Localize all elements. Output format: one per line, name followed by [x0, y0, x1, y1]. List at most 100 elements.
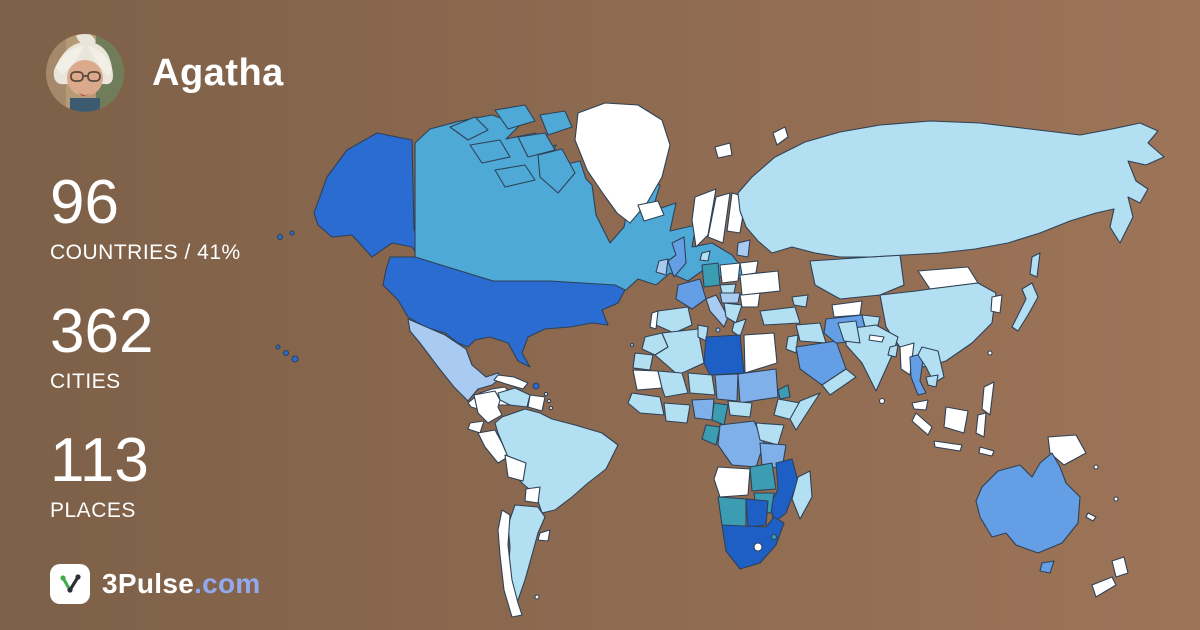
country-bolivia: [504, 454, 527, 482]
country-italy: [705, 294, 729, 328]
country-caribbean: [543, 391, 549, 397]
country-turkmen-uzbek: [831, 300, 863, 318]
country-caribbean: [546, 398, 552, 404]
country-taiwan: [987, 350, 993, 356]
country-shapes: [275, 102, 1165, 618]
country-denmark: [699, 250, 711, 262]
country-zambia: [749, 462, 777, 492]
country-pakistan: [837, 320, 861, 344]
country-caucasus: [791, 294, 809, 308]
country-somalia: [789, 392, 821, 431]
country-ecuador: [467, 420, 485, 434]
country-nigeria: [691, 398, 715, 421]
country-hispaniola: [532, 382, 540, 390]
country-cameroon: [711, 402, 729, 426]
country-arctic-islands: [517, 132, 556, 158]
country-ukraine: [739, 270, 781, 296]
country-france: [675, 278, 707, 310]
places-label: PLACES: [50, 499, 136, 523]
stat-cities: 362 CITIES: [50, 299, 241, 394]
country-botswana: [745, 498, 769, 528]
country-svalbard: [714, 142, 733, 159]
brand-logo-icon: [50, 564, 90, 604]
stat-countries: 96 COUNTRIES / 41%: [50, 170, 241, 265]
country-indonesia: [978, 446, 995, 457]
country-sri-lanka: [878, 397, 886, 405]
country-south-africa: [721, 516, 785, 570]
country-uruguay: [537, 529, 551, 542]
country-norway: [691, 188, 717, 248]
country-iceland: [637, 200, 665, 222]
country-sudan: [737, 368, 779, 404]
country-yemen-oman: [821, 368, 857, 396]
country-indonesia: [975, 412, 987, 438]
brand-name: 3Pulse.com: [102, 568, 261, 600]
country-eritrea: [777, 384, 791, 400]
country-namibia: [717, 496, 747, 530]
country-baltics: [736, 239, 751, 258]
country-indonesia: [933, 440, 963, 452]
country-turkey: [759, 306, 801, 326]
country-arctic-islands: [494, 104, 536, 130]
country-philippines: [981, 381, 995, 416]
country-swaziland: [770, 533, 778, 541]
country-central-african-republic: [727, 400, 753, 418]
country-malaysia: [911, 399, 929, 411]
country-usa: [382, 256, 626, 368]
country-belarus: [739, 260, 759, 276]
country-aleutians: [289, 230, 295, 236]
countries-count: 96: [50, 168, 119, 237]
country-sicily: [715, 327, 721, 333]
country-germany: [701, 262, 721, 288]
country-chile: [497, 509, 523, 618]
country-portugal: [649, 310, 659, 330]
country-mexico: [407, 318, 503, 402]
country-kazakhstan: [809, 254, 905, 300]
country-new-caledonia: [1085, 512, 1097, 522]
country-arctic-islands: [494, 164, 536, 188]
country-sakhalin: [1029, 252, 1041, 278]
country-egypt: [743, 332, 778, 374]
brand-name-domain: .com: [194, 568, 261, 599]
country-fiji: [1113, 496, 1119, 502]
country-bangladesh: [887, 344, 899, 358]
country-niger: [687, 372, 716, 396]
places-count: 113: [50, 426, 149, 496]
country-chad: [714, 373, 739, 402]
country-new-zealand: [1091, 576, 1117, 598]
country-ireland: [655, 258, 669, 276]
country-hawaii: [282, 349, 290, 357]
country-papua-new-guinea: [1047, 434, 1087, 466]
country-gabon-congo: [701, 424, 721, 446]
cities-label: CITIES: [50, 370, 121, 394]
country-spain: [655, 306, 693, 334]
stats-panel: 96 COUNTRIES / 41% 362 CITIES 113 PLACES: [50, 170, 241, 557]
country-mali: [657, 370, 689, 398]
world-map-svg: [275, 102, 1165, 618]
country-indonesia: [943, 406, 969, 434]
country-western-sahara: [632, 352, 654, 371]
country-uk: [667, 236, 687, 278]
country-sweden: [707, 192, 731, 244]
country-senegal-guinea: [627, 392, 665, 416]
country-syria-iraq: [795, 322, 827, 344]
country-angola: [713, 466, 751, 498]
country-cuba: [493, 374, 529, 390]
country-korea: [990, 294, 1003, 314]
country-mozambique: [769, 458, 799, 524]
country-hawaii: [291, 355, 299, 363]
countries-label: COUNTRIES / 41%: [50, 241, 241, 265]
country-falklands: [534, 594, 540, 600]
country-arctic-islands: [469, 139, 511, 164]
user-name: Agatha: [152, 51, 284, 94]
country-israel-jordan: [785, 334, 799, 354]
world-map: [240, 85, 1200, 625]
country-arctic-islands: [449, 116, 489, 141]
pulse-check-icon: [60, 574, 81, 593]
country-madagascar: [791, 470, 813, 520]
country-russia: [737, 120, 1165, 258]
country-lesotho: [753, 542, 763, 552]
country-japan: [1011, 282, 1039, 332]
country-libya: [703, 334, 745, 376]
